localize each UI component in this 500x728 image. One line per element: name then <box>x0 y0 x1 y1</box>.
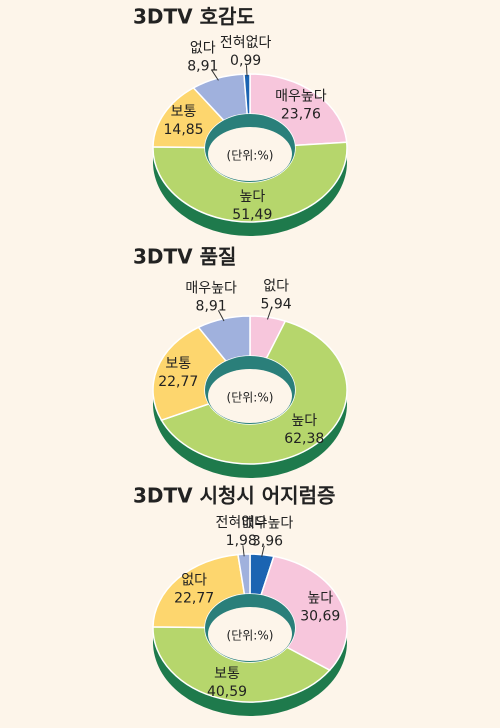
slice-value: 1,98 <box>226 533 257 549</box>
leader-line <box>211 69 219 81</box>
donut-slice <box>152 141 348 223</box>
slice-value: 8,91 <box>187 58 218 74</box>
slice-label: 없다 <box>190 40 216 56</box>
slice-value: 51,49 <box>232 207 272 223</box>
slice-label: 높다 <box>307 591 333 607</box>
slice-value: 40,59 <box>207 684 247 700</box>
leader-line <box>266 308 272 320</box>
chart-title: 3DTV 호감도 <box>133 5 255 29</box>
slice-label: 매우높다 <box>242 516 294 532</box>
donut-hole-floor <box>208 369 292 423</box>
slice-value: 8,91 <box>196 299 227 315</box>
slice-value: 14,85 <box>164 122 204 138</box>
donut-slice <box>197 315 251 363</box>
leader-line <box>261 545 265 557</box>
chart-title: 3DTV 시청시 어지럼증 <box>133 484 335 508</box>
slice-value: 0,99 <box>230 53 261 69</box>
slice-label: 전혀없다 <box>220 35 272 51</box>
slice-value: 3,96 <box>252 534 283 550</box>
slice-label: 보통 <box>165 356 191 372</box>
leader-line <box>242 545 245 557</box>
slice-label: 매우높다 <box>185 281 237 297</box>
leader-line <box>245 65 248 77</box>
donut-hole-floor <box>208 607 292 661</box>
slice-value: 62,38 <box>284 431 324 447</box>
slice-label: 높다 <box>239 189 265 205</box>
slice-label: 높다 <box>291 413 317 429</box>
chart-title: 3DTV 품질 <box>133 245 236 269</box>
slice-value: 22,77 <box>158 374 198 390</box>
donut-hole-floor <box>208 127 292 181</box>
leader-line <box>217 310 225 322</box>
unit-note: (단위:%) <box>227 629 274 643</box>
slice-label: 매우높다 <box>275 88 327 104</box>
slice-value: 30,69 <box>300 609 340 625</box>
slice-label: 없다 <box>263 278 289 294</box>
slice-value: 23,76 <box>281 106 321 122</box>
slice-label: 보통 <box>214 666 240 682</box>
slice-value: 22,77 <box>174 590 214 606</box>
slice-label: 보통 <box>171 104 197 120</box>
slice-value: 5,94 <box>261 296 292 312</box>
unit-note: (단위:%) <box>227 149 274 163</box>
unit-note: (단위:%) <box>227 391 274 405</box>
slice-label: 없다 <box>181 572 207 588</box>
slice-label: 전혀없다 <box>215 515 267 531</box>
